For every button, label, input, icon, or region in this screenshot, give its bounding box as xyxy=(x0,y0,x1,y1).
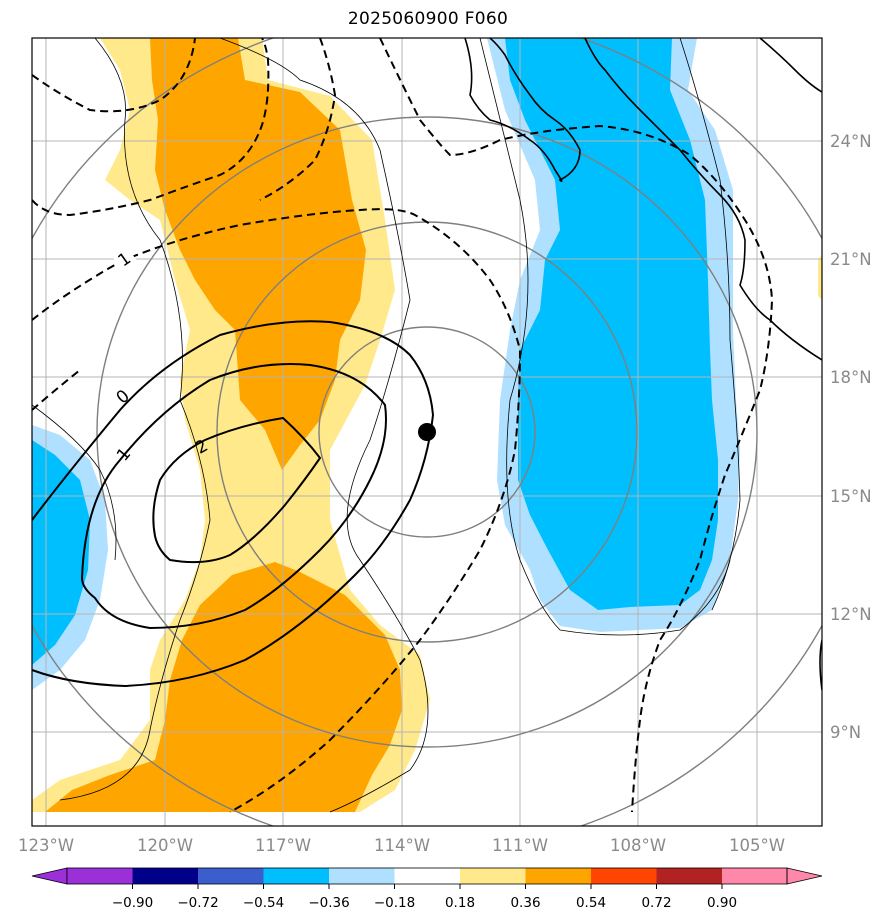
colorbar-segment xyxy=(67,868,133,884)
colorbar-tick-label: 0.54 xyxy=(576,895,606,911)
lat-label: 9°N xyxy=(830,723,861,742)
storm-center-marker xyxy=(418,423,436,441)
map-title: 2025060900 F060 xyxy=(347,9,509,29)
colorbar-tick-label: −0.36 xyxy=(308,895,349,911)
colorbar-tick-label: −0.72 xyxy=(177,895,218,911)
lat-label: 18°N xyxy=(830,368,872,387)
colorbar-segment xyxy=(329,868,395,884)
colorbar-segment xyxy=(722,868,787,884)
solid-contours xyxy=(32,320,435,688)
lon-label: 105°W xyxy=(729,836,785,855)
colorbar-tick-label: 0.18 xyxy=(445,895,475,911)
coastline xyxy=(464,38,822,691)
colorbar-tick-label: 0.72 xyxy=(641,895,671,911)
positive-anomaly-strong-fill xyxy=(45,38,402,812)
dashed-contours xyxy=(32,38,774,813)
latitude-labels: 24°N 21°N 18°N 15°N 12°N 9°N xyxy=(830,132,872,742)
colorbar-segment xyxy=(132,868,198,884)
lon-label: 114°W xyxy=(374,836,430,855)
colorbar-segment xyxy=(394,868,460,884)
colorbar-segment xyxy=(525,868,591,884)
colorbar-tick-label: −0.54 xyxy=(243,895,284,911)
colorbar-segment xyxy=(656,868,722,884)
colorbar-tick-label: 0.90 xyxy=(707,895,737,911)
colorbar-extend-low xyxy=(31,867,68,885)
longitude-labels: 123°W 120°W 117°W 114°W 111°W 108°W 105°… xyxy=(18,836,785,855)
map-gridlines xyxy=(32,38,822,826)
colorbar-tick-label: −0.90 xyxy=(112,895,153,911)
lat-label: 21°N xyxy=(830,250,872,269)
lon-label: 117°W xyxy=(255,836,311,855)
colorbar-segment xyxy=(198,868,264,884)
lat-label: 15°N xyxy=(830,487,872,506)
colorbar-tick-label: −0.18 xyxy=(374,895,415,911)
colorbar-segment xyxy=(591,868,657,884)
map-plot-area: 1 0 1 2 xyxy=(32,38,822,826)
plot-frame xyxy=(31,37,823,827)
lon-label: 120°W xyxy=(137,836,193,855)
colorbar-extend-high xyxy=(786,867,823,885)
lon-label: 111°W xyxy=(492,836,548,855)
colorbar-frame xyxy=(66,867,788,885)
colorbar-ticks xyxy=(132,884,723,889)
lat-label: 24°N xyxy=(830,132,872,151)
contour-label: 1 xyxy=(113,444,135,465)
colorbar-tick-labels: −0.90 −0.72 −0.54 −0.36 −0.18 0.18 0.36 … xyxy=(112,895,737,911)
colorbar: −0.90 −0.72 −0.54 −0.36 −0.18 0.18 0.36 … xyxy=(31,867,823,911)
colorbar-tick-label: 0.36 xyxy=(510,895,540,911)
lon-label: 108°W xyxy=(610,836,666,855)
lat-label: 12°N xyxy=(830,605,872,624)
colorbar-segment xyxy=(263,868,329,884)
lon-label: 123°W xyxy=(18,836,74,855)
colorbar-segment xyxy=(460,868,526,884)
thin-outline-contours xyxy=(32,38,741,813)
